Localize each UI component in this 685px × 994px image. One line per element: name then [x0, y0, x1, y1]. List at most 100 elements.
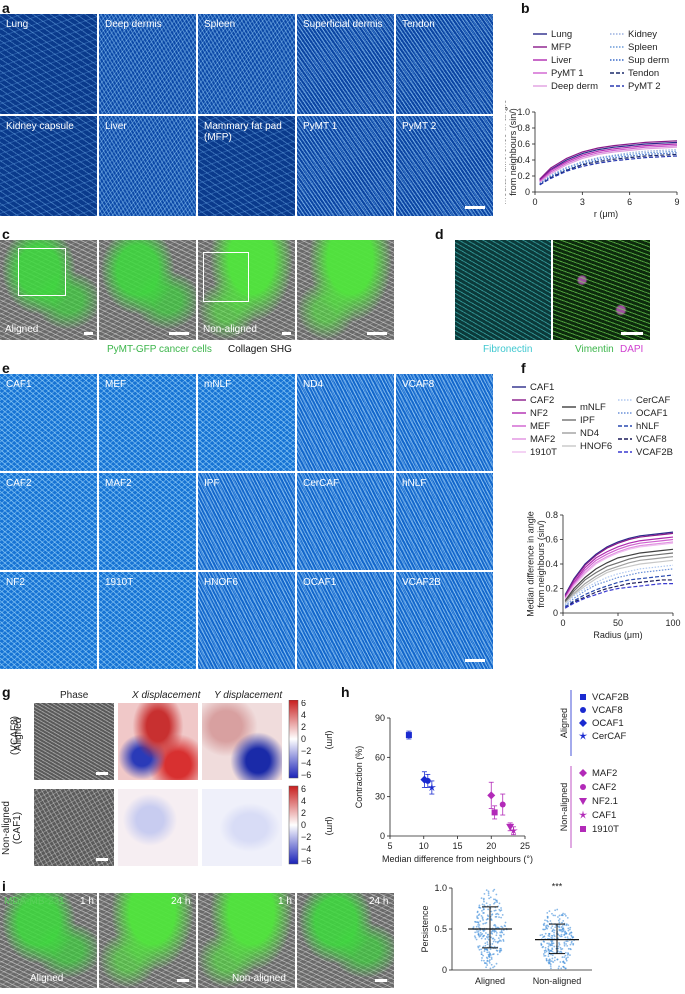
- legend-label-ocaf1: OCAF1: [592, 718, 624, 729]
- panel-e-tile-ipf: IPF: [198, 473, 295, 570]
- row-label-aligned-line2: (VCAF8): [9, 716, 21, 755]
- image-i-nonaligned-24h: 24 h: [297, 893, 394, 988]
- data-point: [488, 951, 490, 954]
- data-point: [483, 912, 485, 914]
- y-tick-label: 1.0: [434, 883, 447, 893]
- data-point: [567, 924, 570, 927]
- panel-a-tile-kidney-capsule: Kidney capsule: [0, 116, 97, 216]
- data-point: [560, 967, 563, 970]
- image-c-aligned-zoom: [99, 240, 196, 340]
- y-tick-label: 0.5: [434, 924, 447, 934]
- data-point: [544, 954, 547, 957]
- data-point: [549, 960, 551, 963]
- panel-label-c: c: [2, 226, 10, 242]
- image-c-nonaligned-zoom: [297, 240, 394, 340]
- scalebar: [465, 206, 485, 209]
- panel-label-b: b: [521, 0, 530, 16]
- data-point: [547, 955, 550, 958]
- series-line-spleen: [539, 150, 678, 185]
- data-point: [550, 967, 552, 970]
- data-point: [558, 965, 560, 968]
- data-point: [544, 919, 546, 922]
- data-point: [480, 897, 483, 900]
- data-point: [494, 940, 497, 943]
- data-point: [496, 953, 499, 956]
- data-point: [561, 930, 563, 933]
- data-point: [501, 931, 504, 934]
- data-point: [550, 936, 553, 939]
- y-axis-label: Median difference in anglefrom neighbour…: [505, 99, 518, 204]
- caption-collagen-shg: Collagen SHG: [228, 344, 292, 355]
- data-point: [563, 941, 566, 944]
- panel-label-f: f: [521, 360, 526, 376]
- data-point: [489, 896, 492, 899]
- data-point: [485, 889, 488, 892]
- dot-cloud-non-aligned: [539, 908, 576, 970]
- data-point: [480, 948, 483, 951]
- label-24h: 24 h: [171, 896, 191, 907]
- data-point: [481, 916, 484, 919]
- data-point: [564, 954, 567, 957]
- panel-a-tile-tendon: Tendon: [396, 14, 493, 114]
- data-point: [493, 888, 496, 891]
- data-point: [478, 945, 481, 947]
- data-point: [500, 929, 503, 932]
- data-point: [486, 943, 489, 946]
- panel-e-tile-mnlf: mNLF: [198, 374, 295, 471]
- panel-e-tile-1910t: 1910T: [99, 572, 196, 669]
- data-point: [541, 933, 544, 936]
- data-point: [553, 945, 556, 948]
- data-point: [479, 931, 482, 934]
- data-point: [489, 948, 492, 951]
- data-point: [478, 924, 481, 926]
- scalebar: [621, 332, 643, 335]
- colorbar-tick-label: 6: [301, 784, 306, 794]
- colorbar-tick-label: 4: [301, 796, 306, 806]
- series-line-deep-derm: [539, 146, 678, 183]
- data-point: [560, 914, 563, 917]
- data-point: [496, 950, 499, 952]
- data-point: [548, 962, 551, 965]
- panel-e-tile-label: MEF: [105, 379, 127, 390]
- legend-marker-nf2-1: [579, 798, 587, 805]
- data-point: [489, 904, 491, 906]
- zoom-box: [203, 252, 249, 302]
- data-point: [496, 901, 499, 903]
- legend-group-aligned: Aligned: [559, 708, 569, 738]
- data-point: [483, 934, 486, 937]
- data-point: [497, 940, 499, 943]
- data-point: [560, 933, 563, 936]
- data-point: [490, 910, 493, 913]
- y-tick-label: 0.2: [517, 171, 530, 181]
- data-point: [560, 929, 563, 932]
- colorbar-tick-label: 6: [301, 700, 306, 708]
- data-point: [496, 926, 499, 929]
- y-tick-label: 60: [375, 752, 385, 762]
- data-point: [486, 914, 489, 917]
- data-point: [540, 944, 543, 946]
- panel-a-tile-label: PyMT 1: [303, 121, 338, 132]
- data-point: [480, 937, 483, 940]
- legend-label-maf2: MAF2: [592, 768, 617, 779]
- data-point: [562, 912, 564, 915]
- y-tick-label: 1.0: [517, 107, 530, 117]
- data-point: [542, 953, 545, 955]
- legend-marker-vcaf8: [580, 707, 586, 713]
- panel-e-tile-ocaf1: OCAF1: [297, 572, 394, 669]
- data-point: [544, 928, 547, 931]
- scalebar: [375, 979, 387, 982]
- legend-label-cercaf: CerCAF: [592, 731, 627, 742]
- data-point: [570, 934, 573, 937]
- row-label-nonaligned: Non-aligned (CAF1): [1, 788, 23, 868]
- panel-e-tile-label: 1910T: [105, 577, 134, 588]
- series-line-nd4: [564, 556, 674, 604]
- data-point: [476, 931, 478, 933]
- legend-label-deep-derm: Deep derm: [551, 81, 598, 92]
- data-point: [479, 907, 482, 909]
- data-point: [548, 942, 550, 945]
- scalebar: [465, 659, 485, 662]
- colorbar-tick-label: −6: [301, 856, 311, 866]
- x-tick-label: 50: [613, 618, 623, 628]
- data-point: [494, 909, 497, 912]
- x-tick-label: 6: [627, 197, 632, 207]
